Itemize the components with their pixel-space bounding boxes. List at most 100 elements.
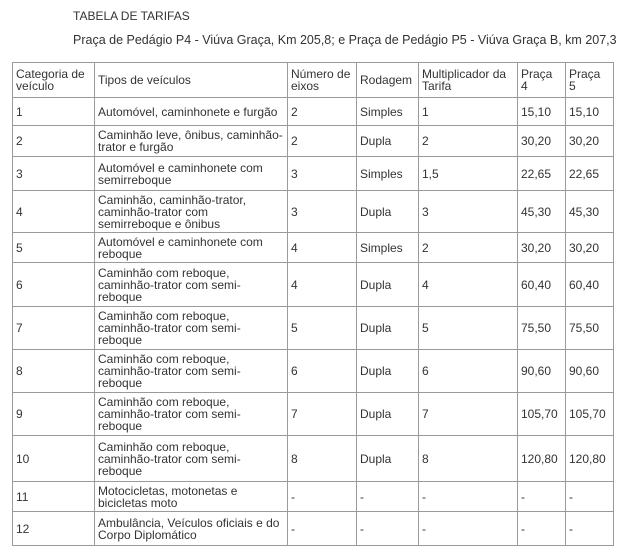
table-cell: 4 — [287, 262, 357, 307]
table-cell: Ambulância, Veículos oficiais e do Corpo… — [94, 511, 288, 546]
column-header: Categoria de veículo — [12, 62, 95, 98]
table-cell: Dupla — [356, 435, 419, 482]
table-cell: Automóvel, caminhonete e furgão — [94, 97, 288, 126]
table-cell: - — [517, 511, 566, 546]
table-cell: - — [565, 481, 614, 512]
table-row: 11 Motocicletas, motonetas e bicicletas m… — [12, 481, 614, 512]
table-cell: 4 — [287, 232, 357, 263]
table-row: 7 Caminhão com reboque, caminhão-trator c… — [12, 306, 614, 350]
table-cell: 2 — [287, 125, 357, 157]
column-header: Tipos de veículos — [94, 62, 288, 98]
table-cell: 30,20 — [517, 125, 566, 157]
table-row: 12 Ambulância, Veículos oficiais e do Cor… — [12, 511, 614, 546]
table-cell: 60,40 — [565, 262, 614, 307]
table-cell: - — [418, 481, 518, 512]
column-header: Praça 4 — [517, 62, 566, 98]
table-cell: Dupla — [356, 306, 419, 350]
table-cell: 30,20 — [565, 125, 614, 157]
page-title: TABELA DE TARIFAS — [73, 9, 190, 23]
table-cell: Caminhão com reboque, caminhão-trator co… — [94, 435, 288, 482]
table-cell: 60,40 — [517, 262, 566, 307]
table-cell: Simples — [356, 97, 419, 126]
table-cell: - — [418, 511, 518, 546]
column-header: Multiplicador da Tarifa — [418, 62, 518, 98]
table-cell: Motocicletas, motonetas e bicicletas mot… — [94, 481, 288, 512]
table-row: 9 Caminhão com reboque, caminhão-trator c… — [12, 392, 614, 436]
table-cell: 75,50 — [517, 306, 566, 350]
table-row: 3 Automóvel e caminhonete com semirreboqu… — [12, 156, 614, 191]
table-cell: - — [565, 511, 614, 546]
table-cell: Caminhão, caminhão-trator, caminhão-trat… — [94, 190, 288, 233]
table-cell: 1 — [418, 97, 518, 126]
table-cell: Automóvel e caminhonete com semirreboque — [94, 156, 288, 191]
table-cell: 8 — [12, 349, 95, 393]
table-cell: 6 — [287, 349, 357, 393]
table-row: 10 Caminhão com reboque, caminhão-trator … — [12, 435, 614, 482]
table-cell: 4 — [418, 262, 518, 307]
table-cell: - — [356, 481, 419, 512]
table-cell: - — [356, 511, 419, 546]
table-cell: 90,60 — [517, 349, 566, 393]
table-cell: 105,70 — [517, 392, 566, 436]
table-header-row: Categoria de veículo Tipos de veículos Núm… — [12, 62, 614, 98]
table-cell: 105,70 — [565, 392, 614, 436]
table-cell: 8 — [418, 435, 518, 482]
table-cell: Dupla — [356, 125, 419, 157]
table-cell: 2 — [418, 232, 518, 263]
table-cell: Caminhão com reboque, caminhão-trator co… — [94, 392, 288, 436]
table-cell: 5 — [287, 306, 357, 350]
table-cell: 5 — [12, 232, 95, 263]
table-cell: 4 — [12, 190, 95, 233]
table-cell: Dupla — [356, 262, 419, 307]
table-cell: 15,10 — [565, 97, 614, 126]
table-cell: Caminhão com reboque, caminhão-trator co… — [94, 349, 288, 393]
table-cell: 75,50 — [565, 306, 614, 350]
table-cell: Dupla — [356, 190, 419, 233]
page-subtitle: Praça de Pedágio P4 - Viúva Graça, Km 20… — [73, 33, 617, 47]
table-cell: 12 — [12, 511, 95, 546]
table-cell: 3 — [418, 190, 518, 233]
table-cell: 90,60 — [565, 349, 614, 393]
column-header: Rodagem — [356, 62, 419, 98]
table-cell: 7 — [12, 306, 95, 350]
table-cell: 22,65 — [517, 156, 566, 191]
table-cell: - — [517, 481, 566, 512]
table-cell: 6 — [12, 262, 95, 307]
table-cell: 7 — [287, 392, 357, 436]
table-row: 1 Automóvel, caminhonete e furgão 2 Simples… — [12, 97, 614, 126]
table-cell: 5 — [418, 306, 518, 350]
column-header: Praça 5 — [565, 62, 614, 98]
table-cell: 120,80 — [565, 435, 614, 482]
table-cell: Automóvel e caminhonete com reboque — [94, 232, 288, 263]
table-cell: 22,65 — [565, 156, 614, 191]
table-cell: Caminhão com reboque, caminhão-trator co… — [94, 262, 288, 307]
table-cell: 8 — [287, 435, 357, 482]
table-row: 2 Caminhão leve, ônibus, caminhão-trator … — [12, 125, 614, 157]
table-cell: 15,10 — [517, 97, 566, 126]
table-cell: 1 — [12, 97, 95, 126]
table-cell: 7 — [418, 392, 518, 436]
table-cell: - — [287, 481, 357, 512]
table-row: 6 Caminhão com reboque, caminhão-trator c… — [12, 262, 614, 307]
table-cell: Dupla — [356, 392, 419, 436]
table-cell: 30,20 — [517, 232, 566, 263]
table-cell: 45,30 — [565, 190, 614, 233]
table-row: 8 Caminhão com reboque, caminhão-trator c… — [12, 349, 614, 393]
table-cell: 3 — [12, 156, 95, 191]
table-cell: 45,30 — [517, 190, 566, 233]
table-cell: 1,5 — [418, 156, 518, 191]
table-cell: 9 — [12, 392, 95, 436]
table-cell: 120,80 — [517, 435, 566, 482]
table-cell: Caminhão leve, ônibus, caminhão-trator e… — [94, 125, 288, 157]
table-cell: 10 — [12, 435, 95, 482]
table-row: 4 Caminhão, caminhão-trator, caminhão-tra… — [12, 190, 614, 233]
table-cell: 6 — [418, 349, 518, 393]
table-cell: 3 — [287, 156, 357, 191]
table-cell: 2 — [287, 97, 357, 126]
table-cell: 2 — [12, 125, 95, 157]
table-cell: 3 — [287, 190, 357, 233]
table-cell: Simples — [356, 232, 419, 263]
table-cell: Dupla — [356, 349, 419, 393]
table-cell: Simples — [356, 156, 419, 191]
table-row: 5 Automóvel e caminhonete com reboque 4 Sim… — [12, 232, 614, 263]
